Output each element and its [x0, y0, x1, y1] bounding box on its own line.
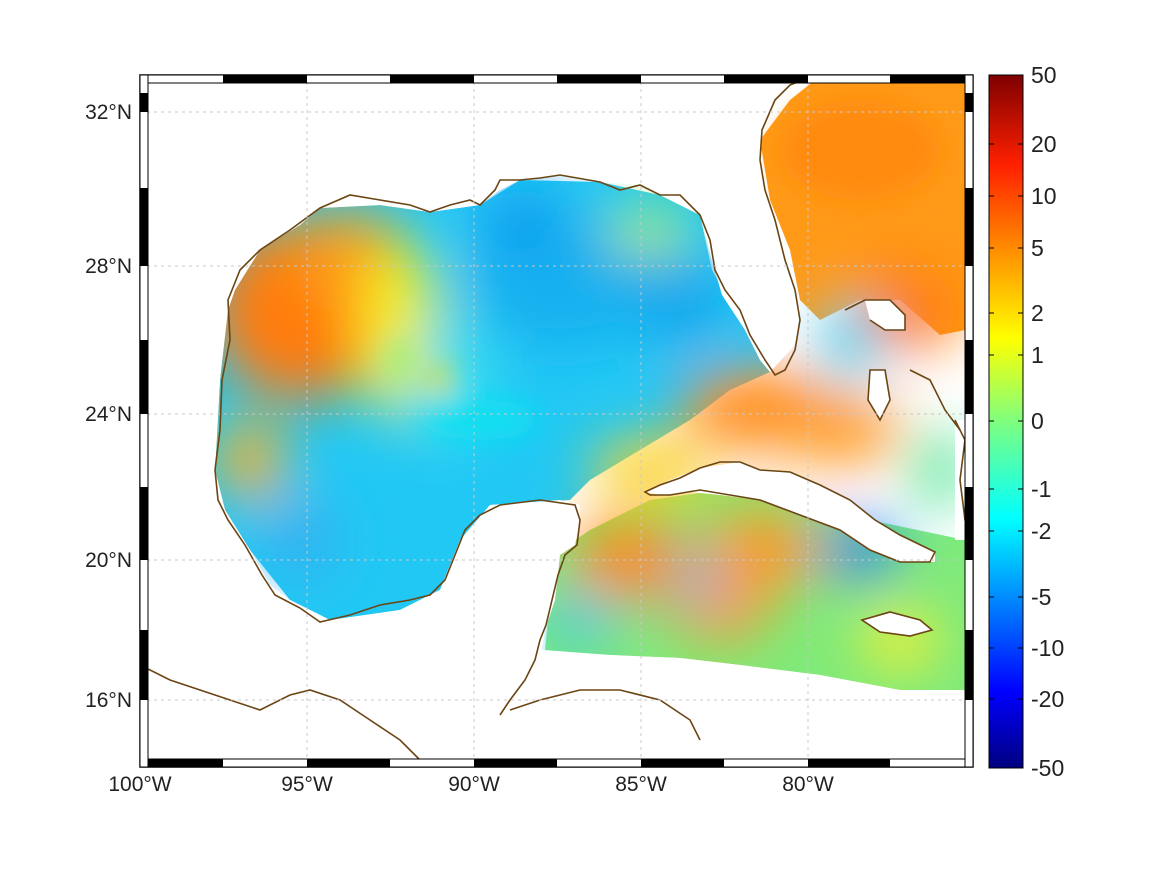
land	[140, 75, 973, 767]
cuba-coast	[643, 461, 937, 563]
x-axis-ticks: 100°W 95°W 90°W 85°W 80°W	[108, 773, 834, 796]
colorbar-tick-label: 10	[1031, 183, 1057, 209]
x-tick-label: 80°W	[782, 773, 834, 796]
data-field	[140, 75, 973, 767]
y-axis-ticks: 32°N 28°N 24°N 20°N 16°N	[85, 101, 132, 712]
central-america-coast	[140, 664, 421, 761]
us-gulf-coast	[214, 75, 816, 471]
x-tick-label: 95°W	[281, 773, 333, 796]
x-tick-label: 100°W	[108, 773, 171, 796]
colorbar-tick-label: -2	[1031, 518, 1051, 544]
jamaica-coast	[860, 611, 934, 637]
y-tick-label: 24°N	[85, 403, 132, 426]
y-tick-label: 20°N	[85, 549, 132, 572]
colorbar-tick-label: -10	[1031, 635, 1064, 661]
colorbar-tick-label: -1	[1031, 476, 1051, 502]
colorbar-tick-label: 1	[1031, 342, 1044, 368]
colorbar-tick-label: 20	[1031, 131, 1057, 157]
y-tick-label: 28°N	[85, 255, 132, 278]
map-frame	[139, 74, 974, 768]
x-tick-label: 90°W	[448, 773, 500, 796]
colorbar-tick-label: -5	[1031, 584, 1051, 610]
bahamas-coast	[844, 299, 961, 431]
colorbar-tick-label: 50	[1031, 62, 1057, 88]
coastlines	[140, 75, 973, 761]
colorbar-tick-label: -20	[1031, 686, 1064, 712]
colorbar-tick-label: -50	[1031, 755, 1064, 781]
colorbar-tick-label: 0	[1031, 408, 1044, 434]
colorbar-gradient	[988, 74, 1024, 769]
gridlines	[140, 75, 973, 767]
mexico-coast	[214, 469, 581, 716]
y-tick-label: 16°N	[85, 689, 132, 712]
colorbar-tick-label: 5	[1031, 235, 1044, 261]
x-tick-label: 85°W	[615, 773, 667, 796]
colorbar-tick-label: 2	[1031, 300, 1044, 326]
y-tick-label: 32°N	[85, 101, 132, 124]
